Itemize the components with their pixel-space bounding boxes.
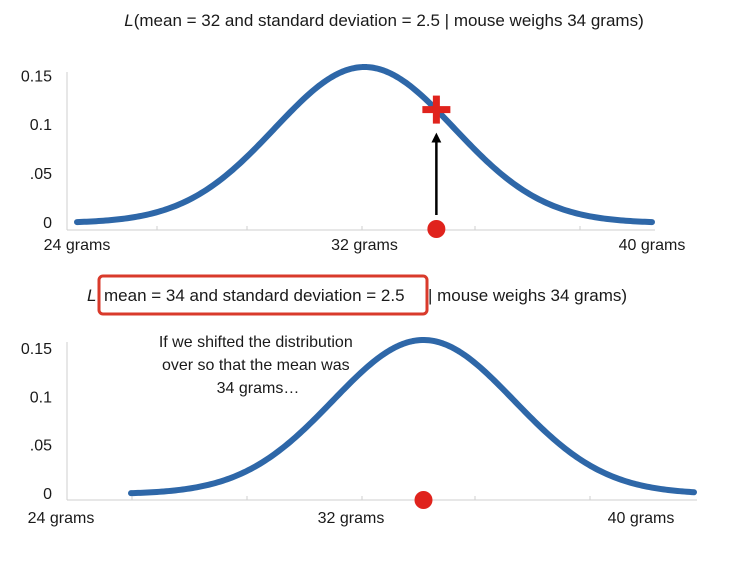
- chart-1-title: L(mean = 32 and standard deviation = 2.5…: [124, 11, 643, 30]
- chart-1-x-tick-labels: 24 grams 32 grams 40 grams: [44, 237, 686, 254]
- y-tick-label: .05: [30, 166, 52, 183]
- y-tick-label: .05: [30, 438, 52, 455]
- chart-2-x-tick-labels: 24 grams 32 grams 40 grams: [28, 510, 675, 527]
- chart-2-annotation-line-3: 34 grams…: [217, 380, 300, 397]
- y-tick-label: 0.1: [30, 389, 52, 406]
- x-tick-label: 32 grams: [318, 510, 385, 527]
- chart-2-density-curve: [128, 337, 697, 497]
- x-tick-label: 40 grams: [619, 237, 686, 254]
- x-tick-label: 40 grams: [608, 510, 675, 527]
- chart-1-likelihood-marker: [422, 95, 451, 124]
- chart-2-title-highlight-box: [97, 274, 429, 316]
- chart-2-title-highlight: mean = 34 and standard deviation = 2.5: [104, 286, 405, 305]
- chart-2-annotation-line-2: over so that the mean was: [162, 357, 350, 374]
- chart-1-observation-point: [427, 220, 446, 238]
- chart-1-minor-ticks: [156, 226, 581, 230]
- y-tick-label: 0.15: [21, 341, 52, 358]
- chart-2-title-rest: | mouse weighs 34 grams): [428, 286, 627, 305]
- x-tick-label: 32 grams: [331, 237, 398, 254]
- chart-2-annotation-line-1: If we shifted the distribution: [159, 334, 353, 351]
- chart-1: L(mean = 32 and standard deviation = 2.5…: [21, 11, 685, 254]
- x-tick-label: 24 grams: [28, 510, 95, 527]
- chart-2-y-tick-labels: 0 .05 0.1 0.15: [21, 341, 52, 503]
- x-tick-label: 24 grams: [44, 237, 111, 254]
- chart-1-y-tick-labels: 0 .05 0.1 0.15: [21, 68, 52, 232]
- chart-1-density-curve: [74, 64, 655, 226]
- chart-2-annotation: If we shifted the distribution over so t…: [159, 334, 357, 397]
- chart-2-observation-point: [414, 491, 433, 509]
- chart-1-likelihood-marker-bar-v: [432, 95, 440, 124]
- chart-2-minor-ticks: [131, 496, 591, 500]
- y-tick-label: 0.15: [21, 68, 52, 85]
- y-tick-label: 0.1: [30, 117, 52, 134]
- chart-1-title-prefix: L: [124, 11, 133, 30]
- chart-1-title-rest: (mean = 32 and standard deviation = 2.5 …: [134, 11, 644, 30]
- chart-2-title-prefix: L: [87, 286, 96, 305]
- y-tick-label: 0: [43, 215, 52, 232]
- y-tick-label: 0: [43, 486, 52, 503]
